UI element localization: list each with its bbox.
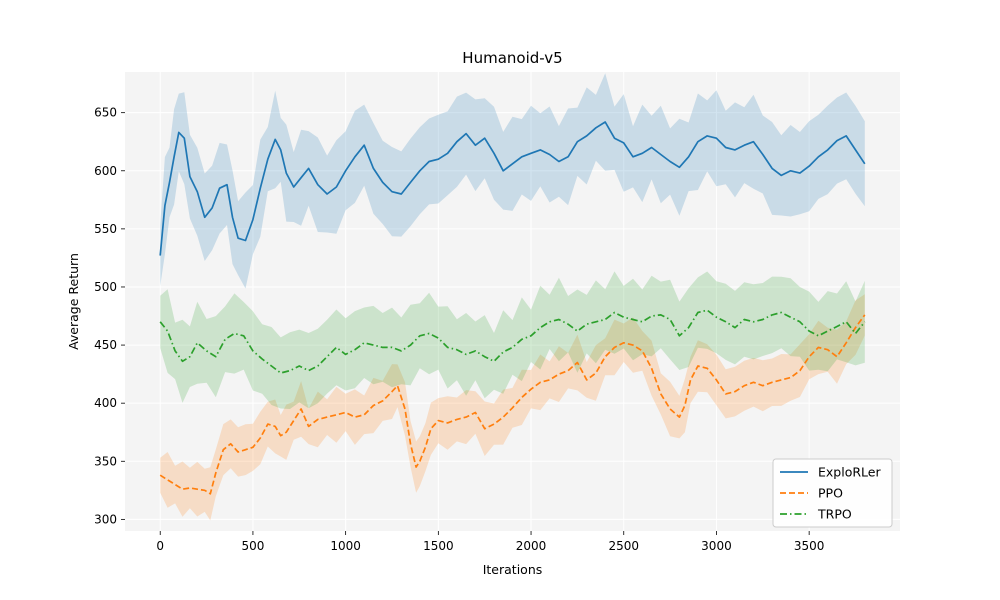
x-tick-label: 500 bbox=[241, 539, 264, 553]
y-tick-label: 350 bbox=[94, 454, 117, 468]
y-tick-label: 550 bbox=[94, 222, 117, 236]
x-tick-label: 1000 bbox=[330, 539, 361, 553]
x-tick-label: 1500 bbox=[423, 539, 454, 553]
y-axis-title: Average Return bbox=[66, 253, 81, 350]
x-tick-label: 2000 bbox=[516, 539, 547, 553]
x-tick-label: 2500 bbox=[608, 539, 639, 553]
legend-label-ppo: PPO bbox=[818, 486, 843, 501]
legend-label-trpo: TRPO bbox=[817, 507, 852, 522]
x-tick-label: 3500 bbox=[794, 539, 825, 553]
y-axis: 300 350 400 450 500 550 600 650 bbox=[94, 106, 125, 526]
x-axis: 0 500 1000 1500 2000 2500 3000 3500 bbox=[156, 531, 824, 553]
plot-background bbox=[125, 72, 900, 531]
series-lines bbox=[159, 121, 866, 495]
x-tick-label: 3000 bbox=[701, 539, 732, 553]
ppo-line bbox=[159, 314, 866, 495]
x-tick-label: 0 bbox=[156, 539, 164, 553]
y-tick-label: 500 bbox=[94, 280, 117, 294]
trpo-line bbox=[159, 309, 866, 374]
y-tick-label: 450 bbox=[94, 338, 117, 352]
legend-label-explorler: ExploRLer bbox=[818, 465, 881, 480]
legend: ExploRLer PPO TRPO bbox=[772, 458, 893, 528]
grid bbox=[125, 72, 900, 531]
trpo-band bbox=[160, 271, 865, 409]
legend-box bbox=[772, 458, 893, 528]
explorler-line bbox=[159, 121, 866, 256]
x-axis-title: Iterations bbox=[483, 562, 543, 577]
chart-title: Humanoid-v5 bbox=[462, 49, 562, 67]
y-tick-label: 300 bbox=[94, 512, 117, 526]
y-tick-label: 650 bbox=[94, 106, 117, 120]
y-tick-label: 400 bbox=[94, 396, 117, 410]
explorler-band bbox=[160, 73, 865, 289]
y-tick-label: 600 bbox=[94, 164, 117, 178]
